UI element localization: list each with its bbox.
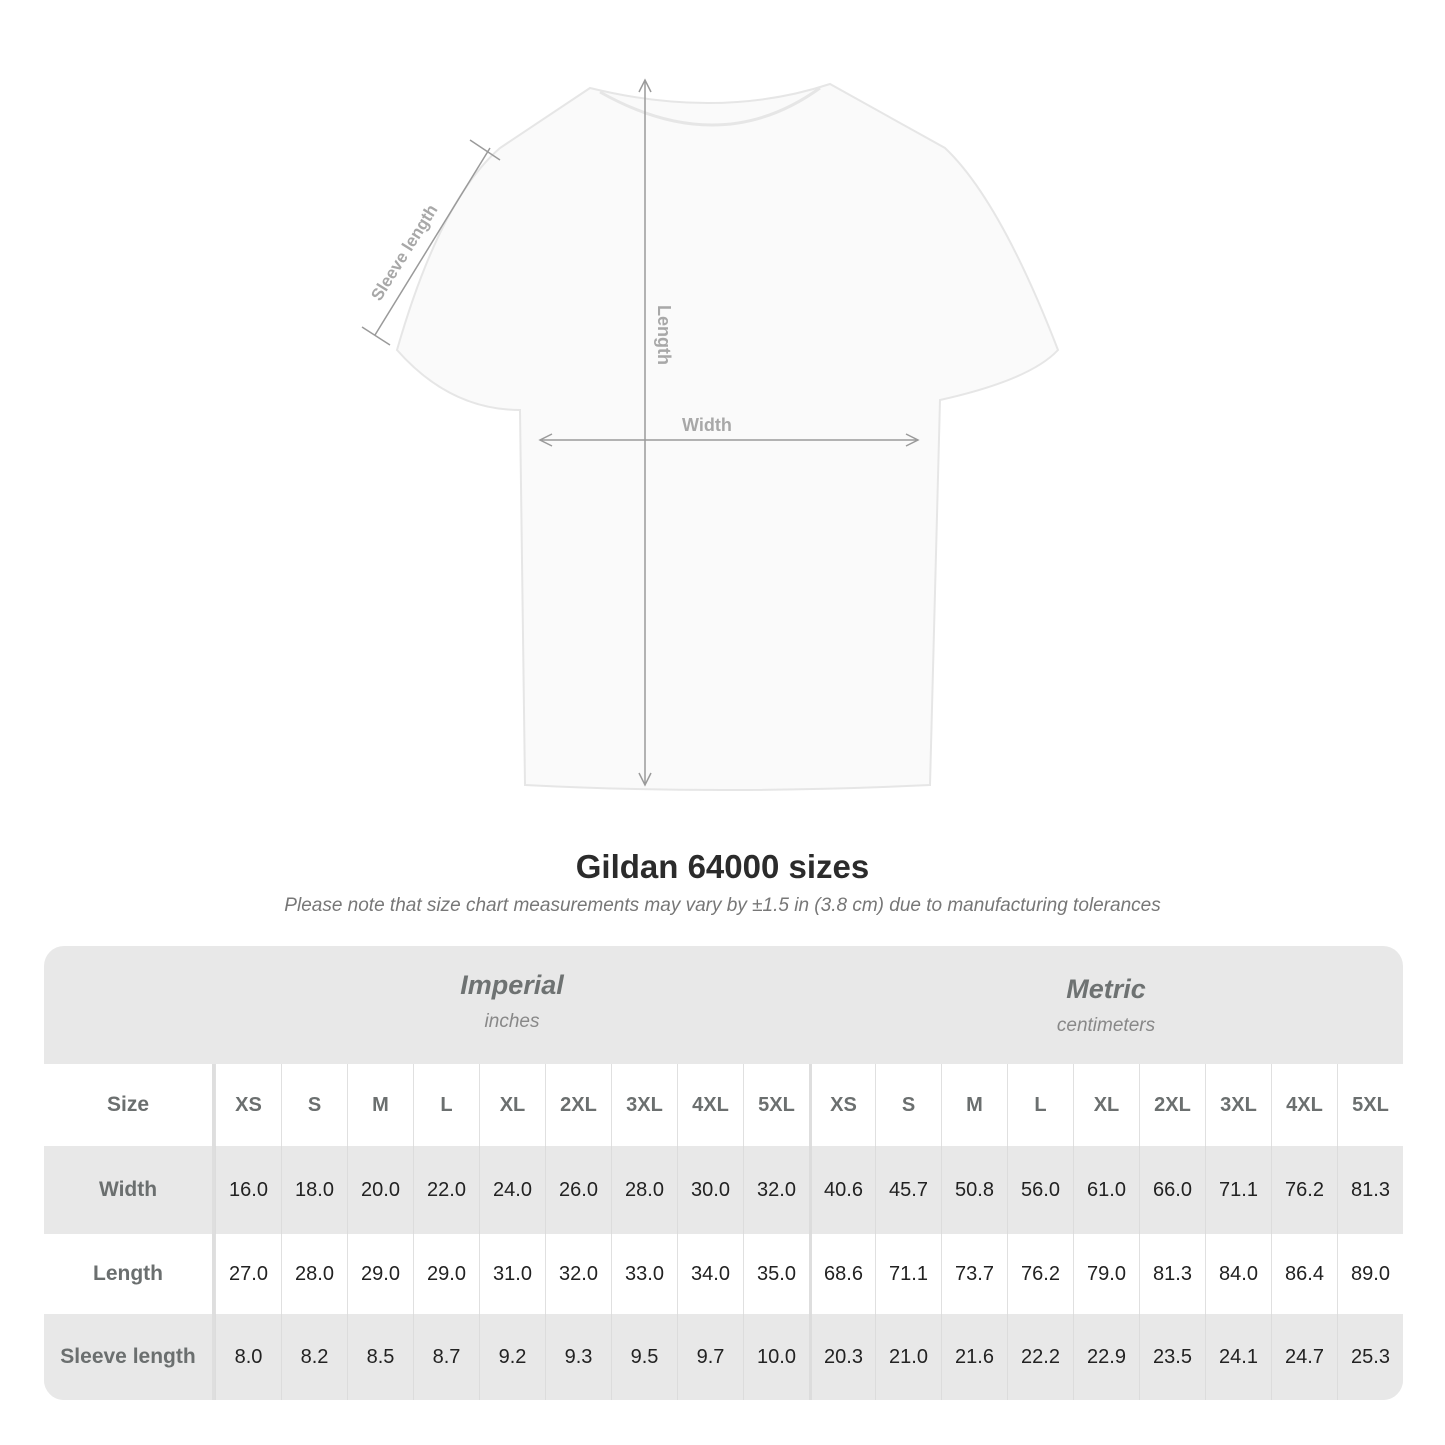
table-cell: 71.1 (1205, 1146, 1271, 1234)
table-cell: 28.0 (281, 1234, 347, 1314)
table-cell: 21.0 (875, 1314, 941, 1400)
table-cell: 10.0 (743, 1314, 809, 1400)
table-cell: 68.6 (809, 1234, 875, 1314)
length-label: Length (654, 305, 674, 365)
row-label: Width (44, 1146, 215, 1234)
table-cell: 8.5 (347, 1314, 413, 1400)
table-cell: 66.0 (1139, 1146, 1205, 1234)
table-cell: 9.5 (611, 1314, 677, 1400)
width-label: Width (682, 415, 732, 435)
table-cell: 81.3 (1139, 1234, 1205, 1314)
table-cell: 22.9 (1073, 1314, 1139, 1400)
table-cell: 8.7 (413, 1314, 479, 1400)
table-cell: 9.3 (545, 1314, 611, 1400)
table-cell: 18.0 (281, 1146, 347, 1234)
row-label: Length (44, 1234, 215, 1314)
page-title: Gildan 64000 sizes (575, 848, 870, 885)
size-column-header: S (281, 1064, 347, 1146)
table-cell: 50.8 (941, 1146, 1007, 1234)
table-cell: 22.2 (1007, 1314, 1073, 1400)
size-column-header: 2XL (545, 1064, 611, 1146)
size-table: Imperial inches Metric centimeters Size X… (44, 946, 1403, 1400)
size-column-header: L (1007, 1064, 1073, 1146)
table-cell: 31.0 (479, 1234, 545, 1314)
size-column-header: M (941, 1064, 1007, 1146)
metric-unit: centimeters (1056, 1015, 1156, 1036)
table-row: Length 27.0 28.0 29.0 29.0 31.0 32.0 33.0 34.0 35… (44, 1234, 1403, 1314)
size-column-header: XL (479, 1064, 545, 1146)
table-cell: 8.0 (215, 1314, 281, 1400)
table-cell: 24.0 (479, 1146, 545, 1234)
table-cell: 24.1 (1205, 1314, 1271, 1400)
table-cell: 35.0 (743, 1234, 809, 1314)
table-cell: 76.2 (1271, 1146, 1337, 1234)
table-cell: 16.0 (215, 1146, 281, 1234)
tshirt-collar (599, 86, 821, 127)
size-column-header: 5XL (743, 1064, 809, 1146)
table-cell: 20.3 (809, 1314, 875, 1400)
size-column-header: 3XL (611, 1064, 677, 1146)
imperial-header: Imperial inches (215, 970, 809, 1088)
table-cell: 40.6 (809, 1146, 875, 1234)
table-cell: 30.0 (677, 1146, 743, 1234)
table-cell: 32.0 (743, 1146, 809, 1234)
table-cell: 61.0 (1073, 1146, 1139, 1234)
size-column-header: XS (215, 1064, 281, 1146)
table-cell: 81.3 (1337, 1146, 1403, 1234)
tshirt-shape (395, 82, 1060, 791)
table-cell: 29.0 (347, 1234, 413, 1314)
table-cell: 24.7 (1271, 1314, 1337, 1400)
table-cell: 26.0 (545, 1146, 611, 1234)
table-cell: 9.2 (479, 1314, 545, 1400)
table-cell: 8.2 (281, 1314, 347, 1400)
size-header-row: Size XS S M L XL 2XL 3XL 4XL 5XL XS S M L XL 2XL 3XL 4XL 5… (44, 1064, 1403, 1146)
table-cell: 21.6 (941, 1314, 1007, 1400)
table-cell: 25.3 (1337, 1314, 1403, 1400)
imperial-unit: inches (484, 1011, 540, 1032)
table-cell: 89.0 (1337, 1234, 1403, 1314)
table-cell: 9.7 (677, 1314, 743, 1400)
table-cell: 76.2 (1007, 1234, 1073, 1314)
table-cell: 71.1 (875, 1234, 941, 1314)
table-cell: 22.0 (413, 1146, 479, 1234)
table-cell: 34.0 (677, 1234, 743, 1314)
table-cell: 73.7 (941, 1234, 1007, 1314)
table-cell: 33.0 (611, 1234, 677, 1314)
size-column-header: XS (809, 1064, 875, 1146)
size-column-header: 3XL (1205, 1064, 1271, 1146)
table-cell: 28.0 (611, 1146, 677, 1234)
table-cell: 45.7 (875, 1146, 941, 1234)
size-column-header: L (413, 1064, 479, 1146)
table-row: Width 16.0 18.0 20.0 22.0 24.0 26.0 28.0 30.0 32.… (44, 1146, 1403, 1234)
table-cell: 32.0 (545, 1234, 611, 1314)
size-header-label: Size (44, 1064, 215, 1146)
tshirt-diagram: Length Width Sleeve length (361, 78, 1060, 791)
table-cell: 86.4 (1271, 1234, 1337, 1314)
size-column-header: 2XL (1139, 1064, 1205, 1146)
size-column-header: S (875, 1064, 941, 1146)
row-label: Sleeve length (44, 1314, 215, 1400)
table-row: Sleeve length 8.0 8.2 8.5 8.7 9.2 9.3 9.5 9.7 10.… (44, 1314, 1403, 1400)
size-column-header: 5XL (1337, 1064, 1403, 1146)
table-cell: 20.0 (347, 1146, 413, 1234)
size-column-header: 4XL (677, 1064, 743, 1146)
table-cell: 23.5 (1139, 1314, 1205, 1400)
size-column-header: 4XL (1271, 1064, 1337, 1146)
measure-lines (361, 78, 920, 787)
table-cell: 56.0 (1007, 1146, 1073, 1234)
table-cell: 27.0 (215, 1234, 281, 1314)
metric-title: Metric (1066, 974, 1146, 1004)
page-subtitle: Please note that size chart measurements… (284, 895, 1161, 916)
table-cell: 84.0 (1205, 1234, 1271, 1314)
table-cell: 29.0 (413, 1234, 479, 1314)
imperial-title: Imperial (460, 970, 564, 1000)
table-cell: 79.0 (1073, 1234, 1139, 1314)
metric-header: Metric centimeters (809, 974, 1403, 1092)
size-column-header: M (347, 1064, 413, 1146)
size-column-header: XL (1073, 1064, 1139, 1146)
